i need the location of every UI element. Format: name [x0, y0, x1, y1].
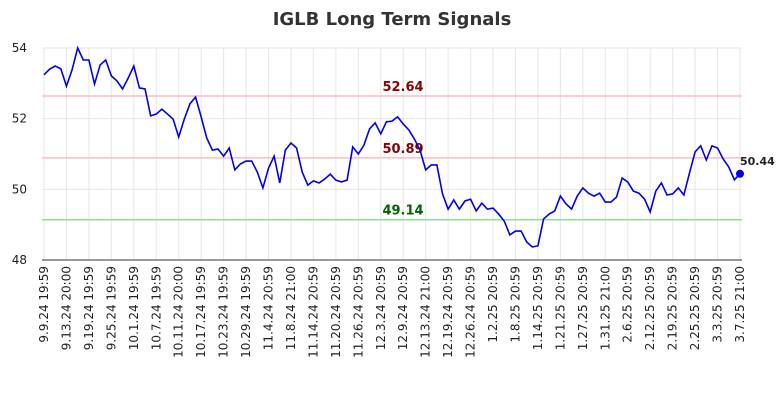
last-value-label: 50.44	[740, 155, 775, 168]
x-tick-label: 12.3.24 20:59	[374, 266, 388, 350]
signal-label: 52.64	[382, 80, 423, 95]
signal-label: 50.89	[382, 142, 423, 157]
x-tick-label: 3.7.25 21:00	[733, 266, 747, 343]
x-tick-label: 10.17.24 19:59	[194, 266, 208, 358]
x-tick-label: 11.20.24 20:59	[329, 266, 343, 358]
x-tick-label: 1.2.25 20:59	[486, 266, 500, 343]
x-tick-label: 12.26.24 20:59	[464, 266, 478, 358]
x-tick-label: 9.9.24 19:59	[37, 266, 51, 343]
x-tick-label: 10.11.24 20:00	[172, 266, 186, 358]
x-tick-label: 1.21.25 20:59	[553, 266, 567, 350]
x-tick-label: 12.19.24 20:59	[441, 266, 455, 358]
x-tick-label: 1.8.25 20:59	[508, 266, 522, 343]
y-tick-label: 50	[12, 182, 27, 196]
x-tick-label: 1.14.25 20:59	[531, 266, 545, 350]
x-tick-label: 12.9.24 20:59	[396, 266, 410, 350]
x-tick-label: 10.29.24 19:59	[239, 266, 253, 358]
x-tick-label: 2.25.25 20:59	[688, 266, 702, 350]
x-tick-label: 11.14.24 20:59	[306, 266, 320, 358]
x-tick-label: 10.7.24 19:59	[149, 266, 163, 350]
chart-title: IGLB Long Term Signals	[273, 9, 512, 30]
x-tick-label: 11.8.24 21:00	[284, 266, 298, 350]
x-tick-label: 2.19.25 20:59	[666, 266, 680, 350]
y-tick-label: 54	[12, 41, 27, 55]
price-line	[43, 45, 741, 248]
x-tick-label: 2.6.25 20:59	[621, 266, 635, 343]
y-tick-label: 48	[12, 253, 27, 267]
x-tick-label: 1.31.25 21:00	[598, 266, 612, 350]
x-tick-label: 11.4.24 20:59	[262, 266, 276, 350]
signal-label: 49.14	[382, 204, 423, 219]
x-tick-label: 9.13.24 20:00	[59, 266, 73, 350]
last-point	[736, 169, 744, 178]
x-tick-label: 2.12.25 20:59	[643, 266, 657, 350]
x-tick-label: 12.13.24 21:00	[419, 266, 433, 358]
x-tick-label: 10.1.24 19:59	[127, 266, 141, 350]
x-tick-label: 11.26.24 20:59	[351, 266, 365, 358]
x-tick-label: 3.3.25 20:59	[711, 266, 725, 343]
x-tick-label: 9.25.24 19:59	[104, 266, 118, 350]
x-tick-label: 10.23.24 19:59	[217, 266, 231, 358]
x-tick-label: 9.19.24 19:59	[82, 266, 96, 350]
x-tick-label: 1.27.25 20:59	[576, 266, 590, 350]
y-tick-label: 52	[12, 112, 27, 126]
